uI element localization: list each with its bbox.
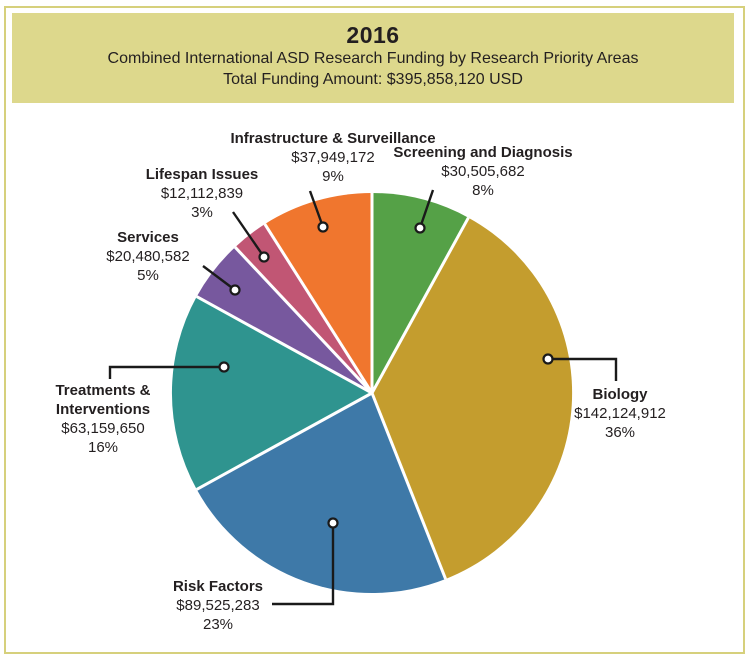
slice-percent: 8% xyxy=(472,182,494,199)
slice-amount: $30,505,682 xyxy=(441,163,525,180)
slice-amount: $20,480,582 xyxy=(106,248,190,265)
slice-percent: 3% xyxy=(191,204,213,221)
slice-divider xyxy=(370,392,447,580)
pie-slice-5 xyxy=(235,224,372,393)
leader-anchor-circle-4 xyxy=(229,284,241,296)
pie-slice-6 xyxy=(264,192,372,393)
slice-amount: $89,525,283 xyxy=(176,597,260,614)
slice-divider xyxy=(263,223,374,394)
leader-anchor-circle-0 xyxy=(414,222,426,234)
slice-name: Risk Factors xyxy=(172,578,264,595)
slice-percent: 9% xyxy=(322,168,344,185)
slice-name: Biology xyxy=(592,386,648,403)
chart-year-title: 2016 xyxy=(346,22,400,48)
slice-name: Services xyxy=(117,229,179,246)
slice-label-biology: Biology $142,124,912 36% xyxy=(574,385,666,442)
leader-line-0 xyxy=(418,189,435,229)
slice-amount: $37,949,172 xyxy=(291,149,375,166)
pie-slice-4 xyxy=(196,247,372,393)
slice-label-infrastructure-surveillance: Infrastructure & Surveillance $37,949,17… xyxy=(230,129,435,186)
slice-percent: 16% xyxy=(87,439,119,456)
chart-subtitle: Combined International ASD Research Fund… xyxy=(107,50,639,67)
leader-anchor-circle-3 xyxy=(218,361,230,373)
leader-line-1 xyxy=(548,357,618,381)
slice-label-lifespan-issues: Lifespan Issues $12,112,839 3% xyxy=(146,165,259,222)
leader-anchor-circle-2 xyxy=(327,517,339,529)
pie-slice-3 xyxy=(171,296,372,490)
leader-anchor-circle-5 xyxy=(258,251,270,263)
leader-line-6 xyxy=(308,190,325,228)
slice-name: Infrastructure & Surveillance xyxy=(230,130,436,147)
pie-slice-2 xyxy=(196,393,446,594)
slice-percent: 36% xyxy=(604,424,636,441)
leader-line-2 xyxy=(272,523,335,606)
slice-label-treatments-interventions: Treatments & Interventions $63,159,650 1… xyxy=(37,381,169,457)
slice-name: Screening and Diagnosis xyxy=(393,144,573,161)
leader-line-4 xyxy=(202,265,236,291)
slice-divider xyxy=(234,246,374,395)
slice-label-services: Services $20,480,582 5% xyxy=(106,228,189,285)
slice-percent: 23% xyxy=(202,616,234,633)
slice-name: Treatments & Interventions xyxy=(55,382,151,418)
slice-amount: $63,159,650 xyxy=(61,420,145,437)
pie-slice-1 xyxy=(372,217,573,579)
pie-slice-0 xyxy=(372,192,469,393)
slice-label-risk-factors: Risk Factors $89,525,283 23% xyxy=(173,577,263,634)
chart-header: 2016 Combined International ASD Research… xyxy=(12,13,734,103)
leader-anchor-circle-6 xyxy=(317,221,329,233)
slice-name: Lifespan Issues xyxy=(145,166,259,183)
slice-divider xyxy=(195,295,373,395)
slice-percent: 5% xyxy=(137,267,159,284)
slice-divider xyxy=(370,216,470,394)
slice-divider xyxy=(195,391,373,491)
slice-amount: $12,112,839 xyxy=(160,185,244,202)
leader-line-3 xyxy=(108,365,224,379)
leader-anchor-circle-1 xyxy=(542,353,554,365)
leader-line-5 xyxy=(232,211,265,258)
slice-label-screening-and-diagnosis: Screening and Diagnosis $30,505,682 8% xyxy=(393,143,572,200)
slice-amount: $142,124,912 xyxy=(574,405,666,422)
chart-total-funding: Total Funding Amount: $395,858,120 USD xyxy=(223,71,523,88)
